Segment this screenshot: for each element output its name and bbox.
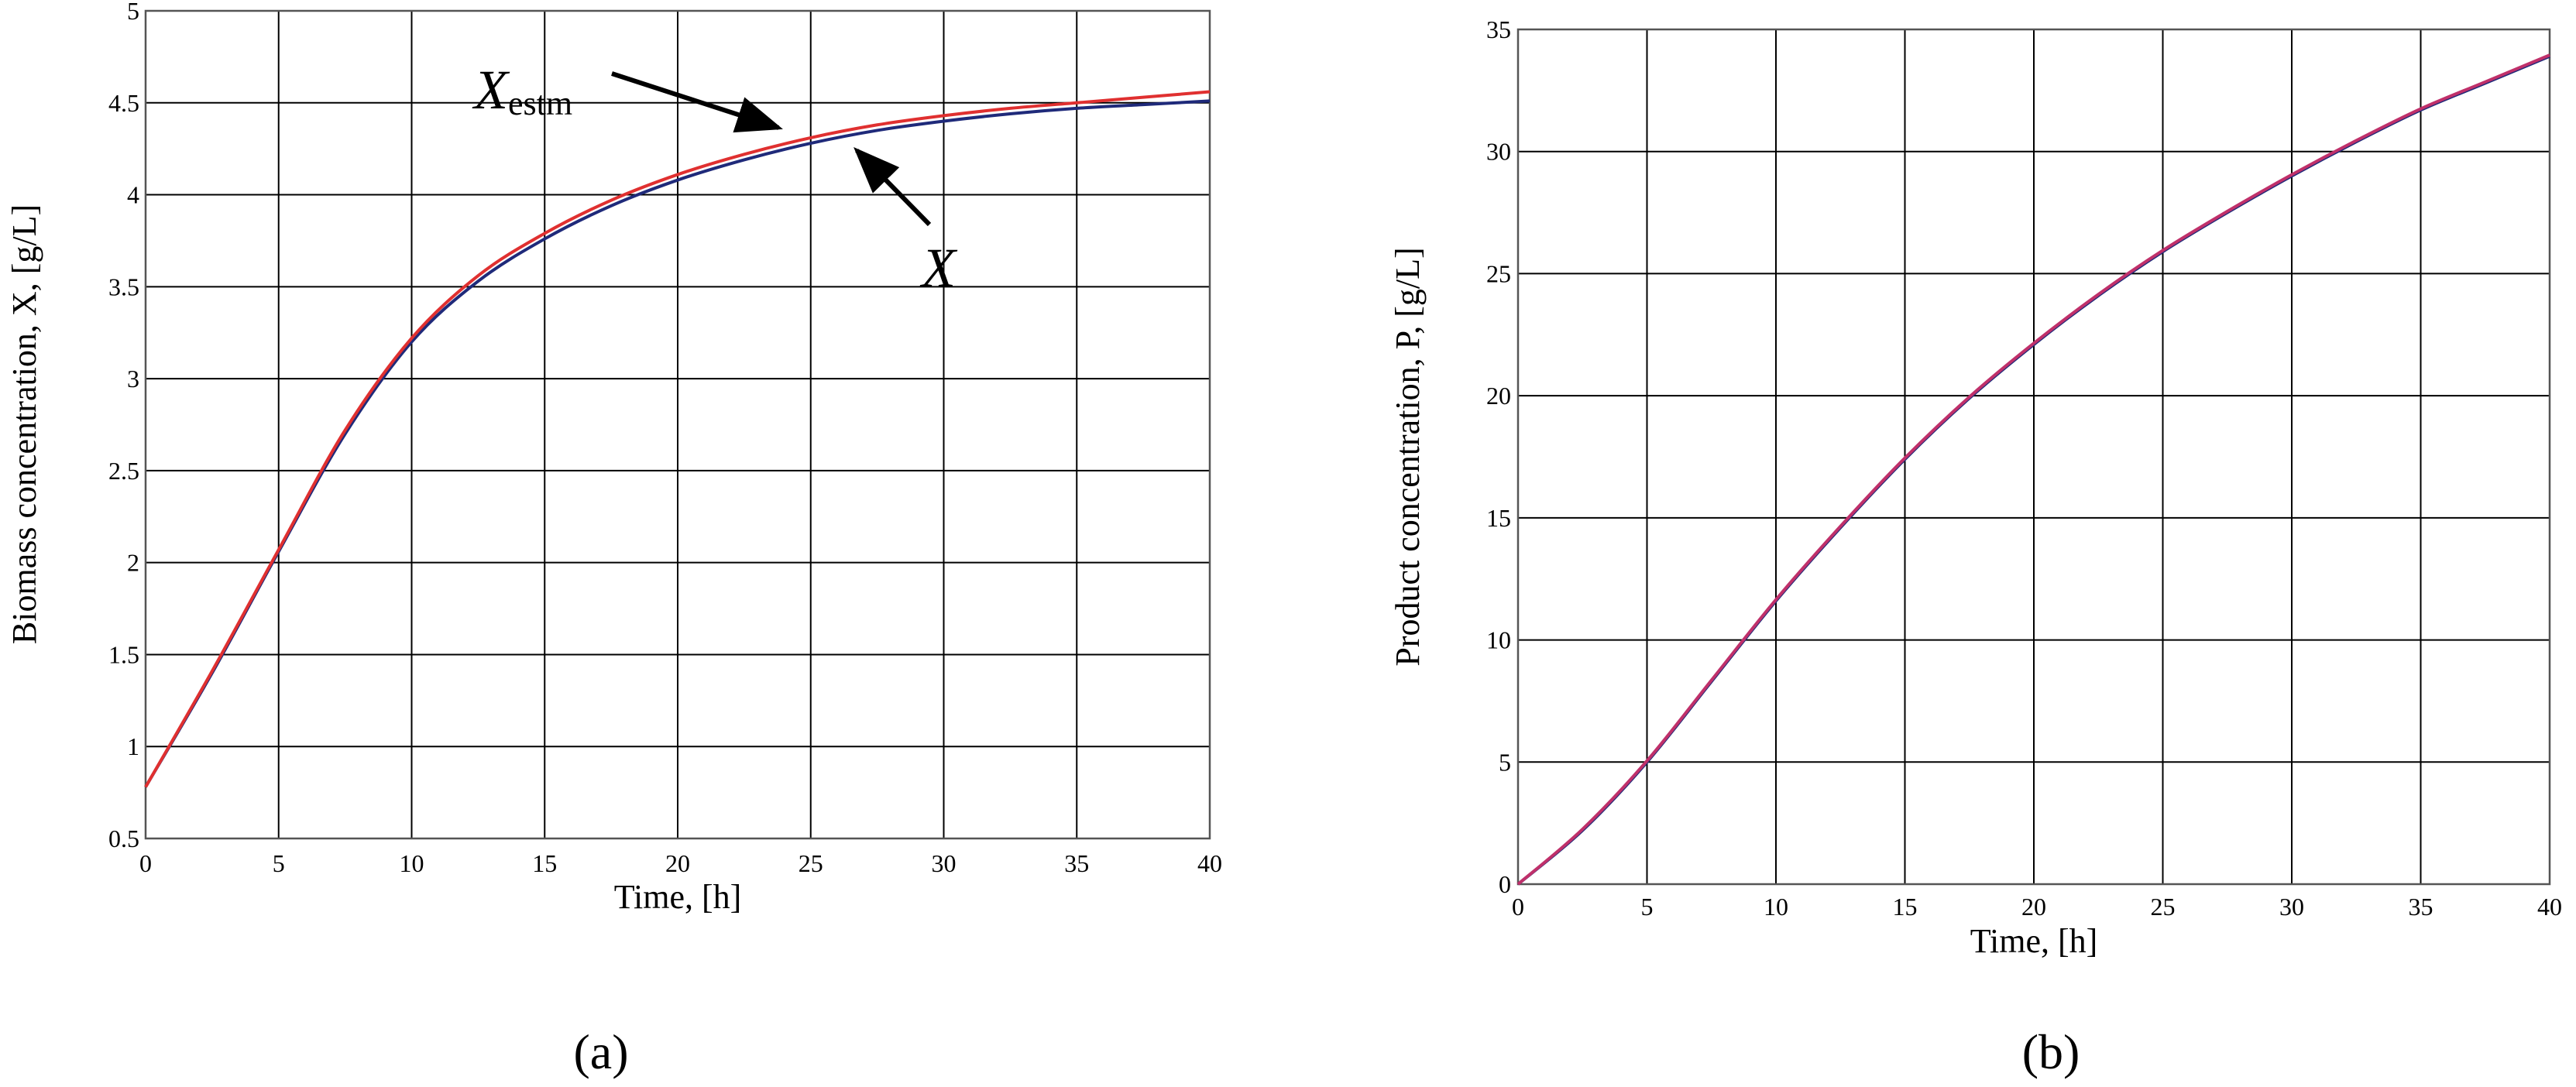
y-tick-label: 5 xyxy=(1499,748,1511,776)
grid xyxy=(1517,29,2550,885)
x-tick-label: 20 xyxy=(2021,893,2046,921)
annotation-xestm-main: X xyxy=(472,59,510,121)
x-tick-label: 40 xyxy=(2537,893,2562,921)
y-tick-label: 1.5 xyxy=(108,640,139,668)
x-tick-label: 35 xyxy=(1064,849,1089,877)
y-tick-label: 3.5 xyxy=(108,273,139,300)
x-tick-label: 30 xyxy=(2279,893,2304,921)
annotation-xestm-arrow xyxy=(611,71,783,133)
panel-a-chart: 0 5 10 15 20 25 30 35 40 0.5 1 1.5 2 2.5 3 3.5 4 4.5 5 Time… xyxy=(5,0,1222,1079)
annotation-x-label: X xyxy=(919,237,958,299)
y-tick-label: 25 xyxy=(1486,259,1511,287)
annotation-x-arrow xyxy=(854,147,932,227)
x-tick-label: 10 xyxy=(400,849,424,877)
y-tick-label: 15 xyxy=(1486,504,1511,532)
x-tick-label: 0 xyxy=(1512,893,1524,921)
series-line-xestm xyxy=(144,90,1211,788)
plot-frame xyxy=(144,9,1211,840)
x-tick-label: 5 xyxy=(1641,893,1654,921)
x-tick-label: 0 xyxy=(139,849,152,877)
y-tick-label: 10 xyxy=(1486,626,1511,654)
x-tick-label: 30 xyxy=(932,849,957,877)
panel-label: (a) xyxy=(573,1024,628,1079)
y-axis-label: Product concentration, P, [g/L] xyxy=(1389,247,1427,666)
series-line-pestm xyxy=(1516,53,2550,886)
x-tick-label: 25 xyxy=(2151,893,2176,921)
y-tick-label: 4 xyxy=(127,181,139,209)
x-tick-label: 10 xyxy=(1764,893,1788,921)
y-tick-label: 1 xyxy=(127,732,139,760)
y-tick-label: 20 xyxy=(1486,382,1511,410)
x-axis-label: Time, [h] xyxy=(614,878,742,916)
y-tick-label: 5 xyxy=(127,0,139,25)
x-tick-label: 5 xyxy=(273,849,285,877)
plot-frame xyxy=(1516,28,2551,886)
x-tick-label: 20 xyxy=(665,849,690,877)
y-tick-label: 30 xyxy=(1486,138,1511,166)
annotation-xestm-sub: estm xyxy=(508,84,572,122)
panel-b-chart: 0 5 10 15 20 25 30 35 40 0 5 10 15 20 25 30 35 Time, [h] P… xyxy=(1389,15,2562,1079)
y-tick-label: 3 xyxy=(127,365,139,393)
y-tick-label: 0.5 xyxy=(108,825,139,852)
y-tick-label: 2 xyxy=(127,549,139,577)
x-tick-label: 15 xyxy=(1893,893,1918,921)
y-tick-label: 35 xyxy=(1486,15,1511,43)
annotation-xestm-label: Xestm xyxy=(472,59,572,122)
panel-label: (b) xyxy=(2022,1024,2080,1079)
x-tick-label: 15 xyxy=(532,849,557,877)
x-tick-label: 40 xyxy=(1197,849,1222,877)
y-tick-label: 4.5 xyxy=(108,89,139,117)
x-axis-label: Time, [h] xyxy=(1970,922,2098,960)
y-tick-label: 0 xyxy=(1499,870,1511,898)
y-axis-label: Biomass concentration, X, [g/L] xyxy=(5,204,43,644)
grid xyxy=(145,10,1211,839)
x-tick-label: 25 xyxy=(799,849,823,877)
y-tick-label: 2.5 xyxy=(108,457,139,485)
x-tick-label: 35 xyxy=(2409,893,2433,921)
